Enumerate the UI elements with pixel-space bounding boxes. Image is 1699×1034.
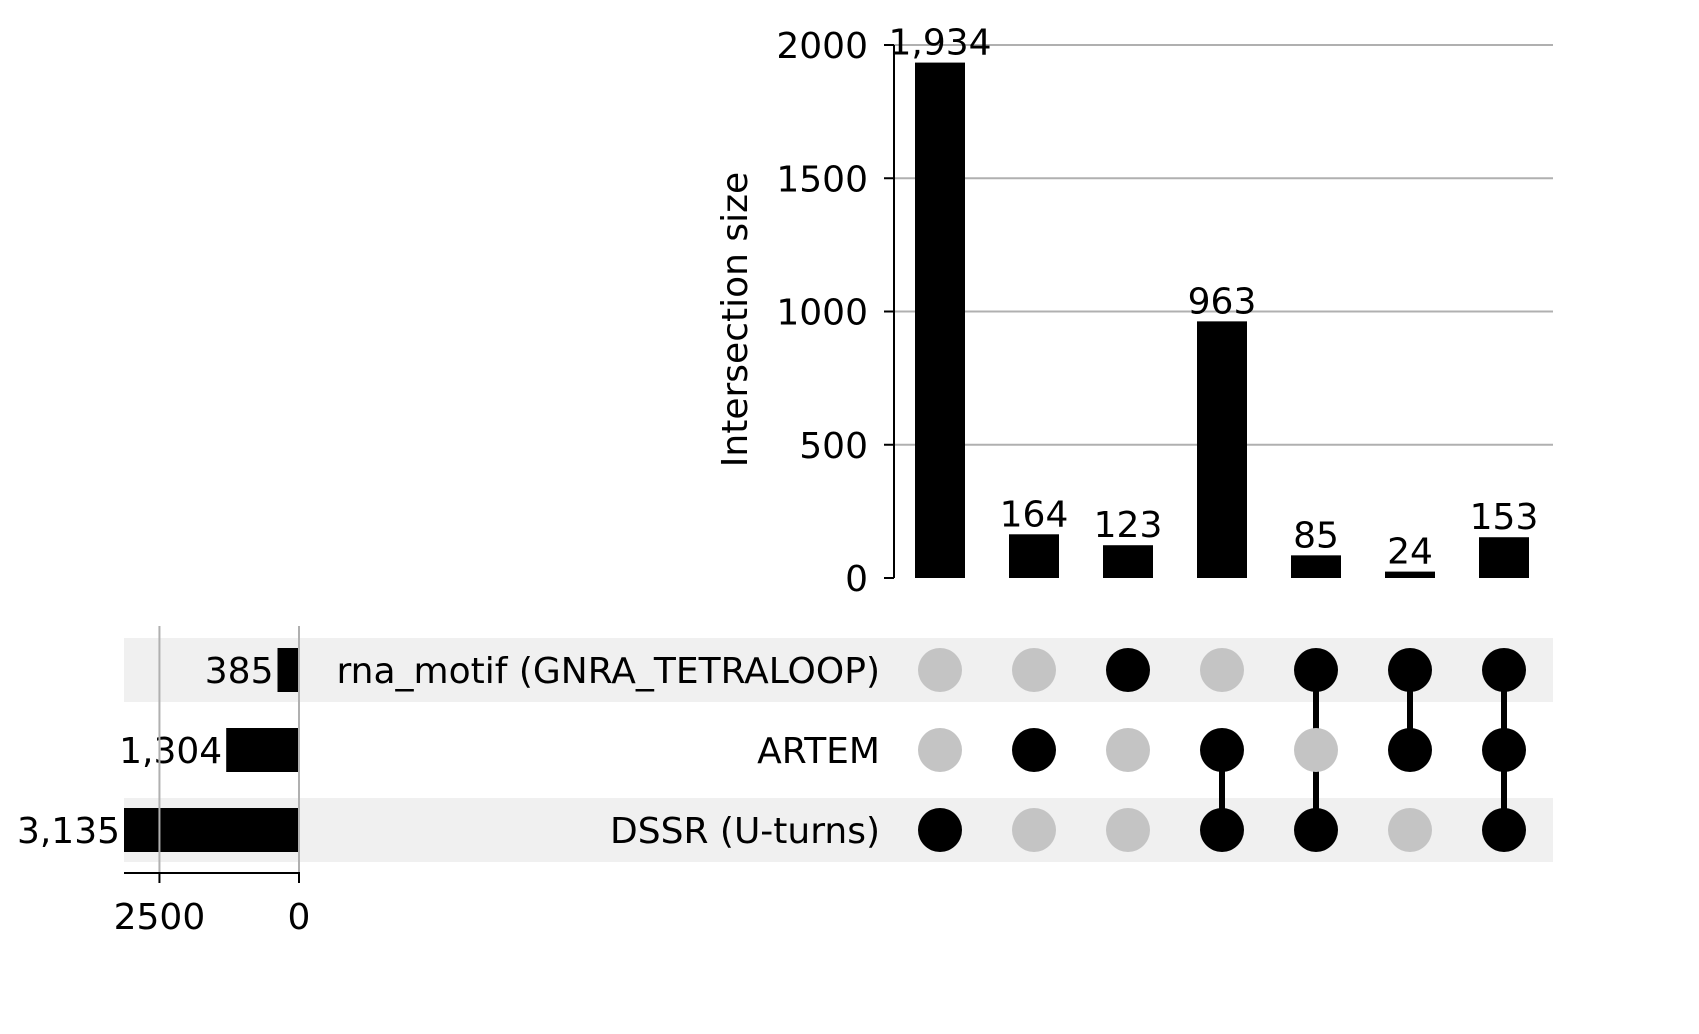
matrix-dot-inactive (918, 728, 962, 772)
intersection-bar (1103, 545, 1153, 578)
matrix-dot-active (1294, 648, 1338, 692)
intersection-bar (1009, 534, 1059, 578)
intersection-bar-label: 153 (1470, 497, 1539, 538)
matrix-dot-inactive (918, 648, 962, 692)
matrix-dot-inactive (1012, 808, 1056, 852)
matrix-dot-active (1012, 728, 1056, 772)
intersection-bar-label: 1,934 (888, 23, 991, 64)
y-tick-label: 0 (845, 559, 868, 600)
intersection-bar-label: 963 (1188, 281, 1257, 322)
y-tick-label: 500 (799, 426, 868, 467)
matrix-dot-inactive (1012, 648, 1056, 692)
intersection-bar-label: 123 (1094, 505, 1163, 546)
set-size-label: 385 (205, 651, 274, 692)
set-size-bars: 385 1,304 3,135 (17, 648, 299, 852)
set-labels: rna_motif (GNRA_TETRALOOP) ARTEM DSSR (U-t… (336, 651, 880, 852)
y-tick-label: 1000 (776, 293, 868, 334)
set-name-label: DSSR (U-turns) (610, 811, 880, 852)
matrix-dot-inactive (1294, 728, 1338, 772)
set-size-tick-label: 2500 (114, 897, 206, 938)
set-size-bar (226, 728, 299, 772)
intersection-bar (1479, 537, 1529, 578)
intersection-bars: 1,934 164 123 963 85 24 153 (888, 23, 1539, 579)
matrix-dot-inactive (1106, 808, 1150, 852)
set-size-label: 3,135 (17, 811, 120, 852)
matrix-dot-inactive (1388, 808, 1432, 852)
y-tick-label: 1500 (776, 159, 868, 200)
set-name-label: ARTEM (757, 731, 880, 772)
set-size-x-axis: 2500 0 (114, 626, 311, 938)
intersection-bar-label: 24 (1387, 532, 1433, 573)
matrix-dot-active (1482, 808, 1526, 852)
intersection-bar-label: 164 (1000, 494, 1069, 535)
matrix-dot-active (1388, 728, 1432, 772)
matrix-dot-active (918, 808, 962, 852)
set-size-bar (277, 648, 299, 692)
matrix-dot-active (1482, 728, 1526, 772)
matrix-dot-active (1200, 808, 1244, 852)
intersection-y-axis: 0 500 1000 1500 2000 (776, 26, 895, 600)
membership-matrix (918, 648, 1526, 852)
matrix-dot-active (1106, 648, 1150, 692)
set-name-label: rna_motif (GNRA_TETRALOOP) (336, 651, 880, 692)
intersection-y-axis-title: Intersection size (715, 172, 756, 467)
matrix-dot-active (1200, 728, 1244, 772)
intersection-bar (1291, 555, 1341, 578)
y-tick-label: 2000 (776, 26, 868, 67)
intersection-bar (1385, 571, 1435, 578)
matrix-dot-inactive (1200, 648, 1244, 692)
matrix-dot-active (1388, 648, 1432, 692)
intersection-bar (1197, 321, 1247, 578)
matrix-dot-active (1294, 808, 1338, 852)
set-size-bar (124, 808, 299, 852)
intersection-bar-label: 85 (1293, 515, 1339, 556)
intersection-bar (915, 62, 965, 579)
set-size-tick-label: 0 (288, 897, 311, 938)
set-size-label: 1,304 (119, 731, 222, 772)
matrix-dot-active (1482, 648, 1526, 692)
matrix-dot-inactive (1106, 728, 1150, 772)
